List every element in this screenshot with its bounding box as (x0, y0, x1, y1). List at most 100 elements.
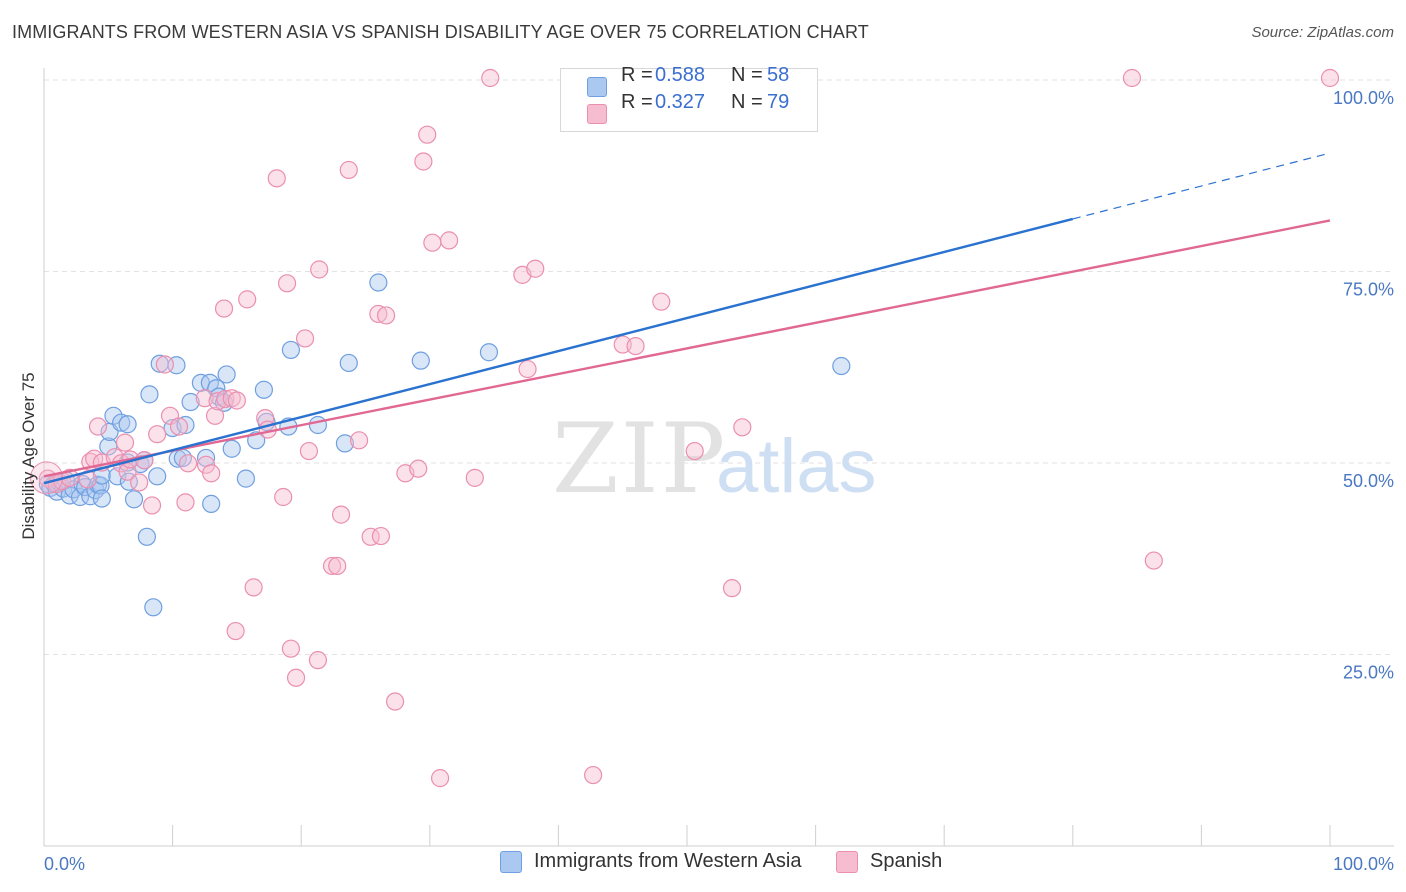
data-point (178, 454, 198, 473)
legend-r-value: 0.588 (655, 63, 706, 86)
data-point (322, 556, 342, 576)
data-point (361, 527, 380, 546)
data-point (465, 468, 484, 487)
legend-n-label: N = (731, 63, 763, 86)
legend-r-label: R = (621, 90, 653, 113)
data-point (308, 415, 328, 435)
data-point (137, 527, 156, 546)
data-point (236, 469, 256, 488)
data-point (112, 413, 131, 432)
data-point (584, 765, 603, 785)
data-point (202, 464, 221, 483)
trend-line-spanish (43, 219, 1331, 478)
legend-n-value: 58 (767, 63, 790, 86)
data-point (227, 391, 246, 410)
data-point (144, 598, 163, 617)
y-tick-label-100: 100.0% (1333, 88, 1394, 108)
data-point (411, 351, 430, 370)
correlation-legend: R = 0.588 N = 58 R = 0.327 N = 79 (560, 64, 818, 132)
data-point (481, 68, 500, 88)
data-point (267, 169, 286, 188)
data-point (176, 493, 195, 512)
trend-lines (43, 152, 1331, 485)
y-axis-label: Disability Age Over 75 (19, 372, 38, 539)
watermark: ZIP atlas (552, 403, 877, 515)
data-point (339, 160, 358, 180)
data-point (418, 125, 437, 144)
x-tick-labels: 0.0% 100.0% (44, 854, 1394, 874)
legend-n-value: 79 (767, 90, 790, 113)
data-point (222, 439, 241, 458)
data-point (430, 769, 450, 788)
data-point (92, 466, 111, 485)
bottom-legend-western-asia: Immigrants from Western Asia (500, 850, 801, 873)
data-point (217, 365, 236, 384)
y-tick-label-75: 75.0% (1343, 280, 1394, 300)
data-point (202, 494, 221, 513)
data-point (1144, 551, 1163, 570)
data-point (423, 233, 442, 252)
legend-r-value: 0.327 (655, 90, 706, 113)
legend-r-label: R = (621, 63, 653, 86)
data-point (832, 356, 851, 376)
data-point (216, 389, 235, 409)
data-point (369, 273, 388, 292)
watermark-zip: ZIP (552, 403, 727, 515)
data-point (385, 692, 405, 711)
data-point (205, 406, 225, 425)
data-point (685, 441, 704, 461)
bottom-legend-label: Spanish (870, 850, 943, 872)
data-point (349, 431, 369, 450)
x-tick-label-max: 100.0% (1333, 854, 1394, 874)
data-point (371, 526, 391, 546)
trend-line-western-asia-extension (1072, 152, 1331, 220)
data-point (148, 425, 167, 444)
data-point (274, 487, 293, 507)
data-point (335, 434, 355, 453)
data-point (1122, 68, 1142, 88)
data-point (140, 385, 159, 404)
legend-n-label: N = (731, 90, 763, 113)
source-credit: Source: ZipAtlas.com (1251, 24, 1394, 41)
data-point (518, 359, 537, 379)
data-point (526, 259, 545, 278)
data-point (88, 417, 108, 436)
axes (43, 68, 1394, 847)
data-point (1320, 68, 1340, 88)
data-point (169, 417, 189, 436)
data-point (92, 489, 111, 508)
data-point (124, 490, 144, 509)
data-point (254, 380, 274, 399)
data-point (244, 578, 263, 597)
data-point (626, 337, 645, 356)
data-point (310, 260, 329, 279)
x-tick-label-min: 0.0% (44, 854, 85, 874)
data-point (118, 415, 137, 434)
bottom-legend-spanish: Spanish (836, 850, 942, 873)
bottom-legend-swatch-blue (500, 850, 522, 873)
grid-lines (44, 79, 1394, 655)
bottom-legend-label: Immigrants from Western Asia (534, 850, 802, 872)
watermark-atlas: atlas (716, 424, 877, 509)
y-tick-label-25: 25.0% (1343, 663, 1394, 683)
data-point (414, 152, 433, 171)
bottom-legend-swatch-pink (836, 850, 858, 873)
data-point (295, 329, 315, 348)
data-point (181, 392, 200, 412)
data-point (339, 353, 358, 373)
data-point (176, 415, 195, 435)
legend-swatch-blue (587, 77, 607, 97)
data-point (155, 355, 174, 374)
data-point (115, 433, 135, 452)
data-point (130, 473, 149, 492)
trend-line-western-asia (43, 217, 1074, 485)
data-point (299, 441, 319, 461)
data-point (308, 651, 328, 670)
data-point (286, 668, 306, 687)
data-point (409, 459, 428, 478)
data-point (214, 299, 234, 318)
data-point (142, 496, 162, 515)
data-point (439, 231, 459, 250)
data-point (238, 290, 257, 309)
